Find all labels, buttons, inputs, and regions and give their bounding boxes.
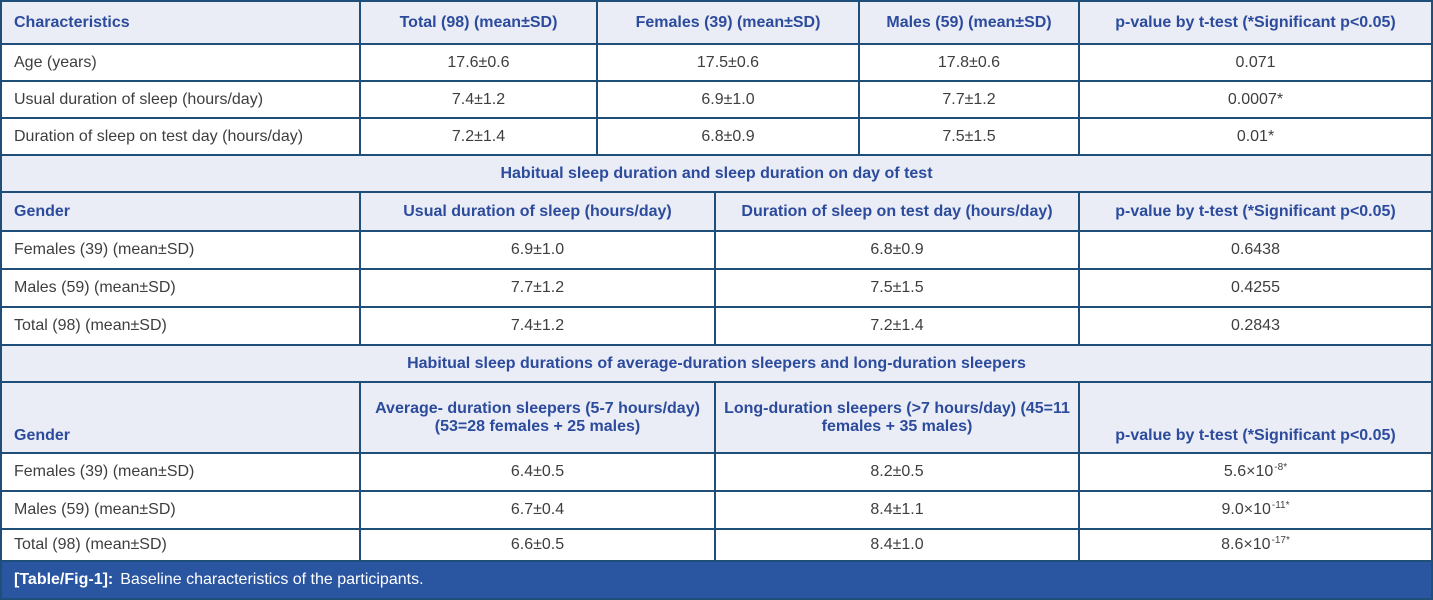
caption-text: Baseline characteristics of the particip… [120,571,424,588]
data-cell: 7.5±1.5 [714,269,1079,308]
table-row: Females (39) (mean±SD) 6.4±0.5 8.2±0.5 5… [2,453,1431,492]
data-cell: 7.4±1.2 [359,307,715,346]
table-row: Females (39) (mean±SD) 6.9±1.0 6.8±0.9 0… [2,231,1431,270]
data-cell: 6.4±0.5 [359,453,715,492]
header-long-sleepers: Long-duration sleepers (>7 hours/day) (4… [714,383,1079,454]
data-cell: 7.4±1.2 [359,81,597,119]
caption-tag: [Table/Fig-1]: [14,571,114,588]
data-cell: 17.5±0.6 [596,44,859,82]
table-row: Total (98) (mean±SD) 6.6±0.5 8.4±1.0 8.6… [2,529,1431,562]
data-cell: 0.2843 [1078,307,1431,346]
row-label: Females (39) (mean±SD) [2,453,360,492]
row-label: Usual duration of sleep (hours/day) [2,81,360,119]
row-label: Total (98) (mean±SD) [2,307,360,346]
header-pvalue: p-value by t-test (*Significant p<0.05) [1078,383,1431,454]
pvalue-cell: 8.6×10-17* [1078,529,1431,562]
data-cell: 8.4±1.0 [714,529,1079,562]
data-cell: 7.5±1.5 [858,118,1079,156]
data-cell: 0.01* [1078,118,1431,156]
data-cell: 6.8±0.9 [596,118,859,156]
pvalue-exponent: -17* [1271,534,1290,546]
table-row: Duration of sleep on test day (hours/day… [2,118,1431,156]
pvalue-cell: 5.6×10-8* [1078,453,1431,492]
header-pvalue: p-value by t-test (*Significant p<0.05) [1078,2,1431,45]
header-characteristics: Characteristics [2,2,360,45]
data-cell: 7.7±1.2 [858,81,1079,119]
data-cell: 8.4±1.1 [714,491,1079,530]
header-testday-duration: Duration of sleep on test day (hours/day… [714,193,1079,232]
data-cell: 6.8±0.9 [714,231,1079,270]
section1-header-row: Characteristics Total (98) (mean±SD) Fem… [2,2,1431,45]
row-label: Duration of sleep on test day (hours/day… [2,118,360,156]
header-usual-duration: Usual duration of sleep (hours/day) [359,193,715,232]
section2-table: Gender Usual duration of sleep (hours/da… [2,193,1431,346]
row-label: Females (39) (mean±SD) [2,231,360,270]
pvalue-exponent: -11* [1271,499,1290,511]
header-average-sleepers: Average- duration sleepers (5-7 hours/da… [359,383,715,454]
section3-header-row: Gender Average- duration sleepers (5-7 h… [2,383,1431,454]
table-row: Males (59) (mean±SD) 7.7±1.2 7.5±1.5 0.4… [2,269,1431,308]
data-cell: 7.7±1.2 [359,269,715,308]
data-cell: 17.6±0.6 [359,44,597,82]
data-cell: 6.6±0.5 [359,529,715,562]
header-females: Females (39) (mean±SD) [596,2,859,45]
header-gender: Gender [2,193,360,232]
header-gender: Gender [2,383,360,454]
data-cell: 6.9±1.0 [359,231,715,270]
section2-header-row: Gender Usual duration of sleep (hours/da… [2,193,1431,232]
row-label: Age (years) [2,44,360,82]
pvalue-base: 9.0×10 [1221,501,1271,518]
header-males: Males (59) (mean±SD) [858,2,1079,45]
row-label: Total (98) (mean±SD) [2,529,360,562]
pvalue-base: 5.6×10 [1223,463,1274,480]
table-caption: [Table/Fig-1]: Baseline characteristics … [2,562,1431,598]
section1-table: Characteristics Total (98) (mean±SD) Fem… [2,2,1431,156]
table-row: Usual duration of sleep (hours/day) 7.4±… [2,81,1431,119]
table-row: Age (years) 17.6±0.6 17.5±0.6 17.8±0.6 0… [2,44,1431,82]
data-cell: 0.4255 [1078,269,1431,308]
data-cell: 6.7±0.4 [359,491,715,530]
data-cell: 8.2±0.5 [714,453,1079,492]
data-cell: 0.6438 [1078,231,1431,270]
data-cell: 7.2±1.4 [359,118,597,156]
header-total: Total (98) (mean±SD) [359,2,597,45]
pvalue-base: 8.6×10 [1221,536,1271,553]
data-cell: 0.0007* [1078,81,1431,119]
section2-title: Habitual sleep duration and sleep durati… [2,156,1431,193]
table-row: Total (98) (mean±SD) 7.4±1.2 7.2±1.4 0.2… [2,307,1431,346]
row-label: Males (59) (mean±SD) [2,491,360,530]
data-cell: 7.2±1.4 [714,307,1079,346]
section3-title: Habitual sleep durations of average-dura… [2,346,1431,383]
table-row: Males (59) (mean±SD) 6.7±0.4 8.4±1.1 9.0… [2,491,1431,530]
data-cell: 17.8±0.6 [858,44,1079,82]
row-label: Males (59) (mean±SD) [2,269,360,308]
pvalue-exponent: -8* [1274,461,1288,473]
header-pvalue: p-value by t-test (*Significant p<0.05) [1078,193,1431,232]
data-cell: 6.9±1.0 [596,81,859,119]
pvalue-cell: 9.0×10-11* [1078,491,1431,530]
data-cell: 0.071 [1078,44,1431,82]
section3-table: Gender Average- duration sleepers (5-7 h… [2,383,1431,562]
